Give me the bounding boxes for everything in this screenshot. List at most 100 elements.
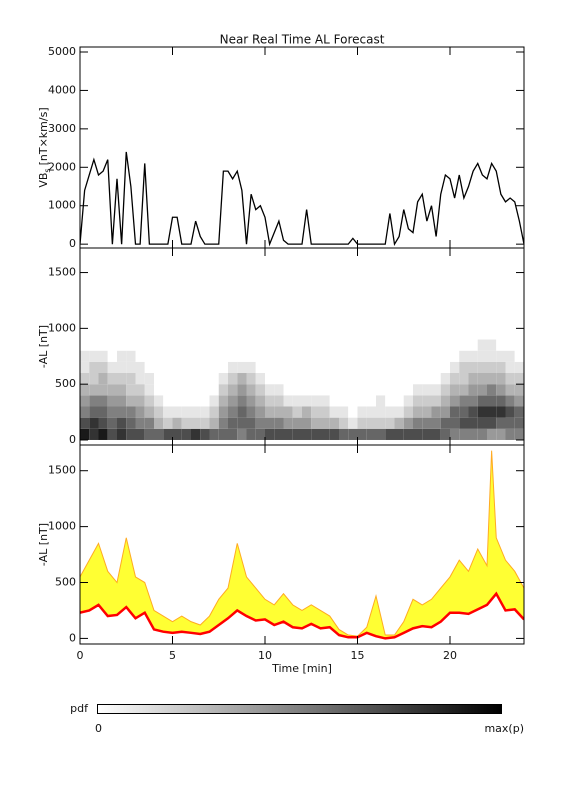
pdf-cell <box>385 406 395 418</box>
pdf-cell <box>172 350 182 362</box>
pdf-cell <box>98 417 108 429</box>
pdf-cell <box>89 428 99 440</box>
pdf-cell <box>431 384 441 396</box>
pdf-cell <box>163 339 173 351</box>
pdf-cell <box>459 417 469 429</box>
y-tick-label: 3000 <box>48 122 76 135</box>
pdf-cell <box>126 395 136 407</box>
pdf-cell <box>265 417 275 429</box>
pdf-cell <box>487 361 497 374</box>
pdf-cell <box>283 373 293 385</box>
pdf-cell <box>255 350 265 362</box>
y-tick-label: 500 <box>55 576 76 589</box>
pdf-cell <box>450 417 460 429</box>
pdf-cell <box>144 406 154 418</box>
pdf-cell <box>117 417 127 429</box>
pdf-cell <box>181 428 191 440</box>
pdf-cell <box>237 428 247 440</box>
pdf-cell <box>339 417 349 429</box>
pdf-cell <box>191 395 201 407</box>
pdf-cell <box>154 361 164 374</box>
panel: 0 500 1000 1500 -AL [nT] <box>37 247 525 446</box>
pdf-cell <box>209 361 219 374</box>
pdf-cell <box>366 373 376 385</box>
pdf-cell <box>302 339 312 351</box>
pdf-cell <box>144 428 154 440</box>
pdf-cell <box>468 361 478 374</box>
pdf-cell <box>80 373 90 385</box>
pdf-cell <box>320 417 330 429</box>
pdf-cell <box>496 361 506 374</box>
pdf-cell <box>413 417 423 429</box>
pdf-cell <box>246 339 256 351</box>
pdf-cell <box>320 350 330 362</box>
pdf-cell <box>302 384 312 396</box>
pdf-cell <box>181 395 191 407</box>
pdf-cell <box>292 417 302 429</box>
pdf-cell <box>283 428 293 440</box>
pdf-cell <box>468 406 478 418</box>
pdf-cell <box>209 406 219 418</box>
pdf-cell <box>366 428 376 440</box>
pdf-cell <box>468 339 478 351</box>
pdf-cell <box>144 350 154 362</box>
pdf-cell <box>431 339 441 351</box>
pdf-cell <box>496 339 506 351</box>
pdf-cell <box>191 361 201 374</box>
pdf-cell <box>246 350 256 362</box>
pdf-cell <box>348 406 358 418</box>
pdf-cell <box>274 350 284 362</box>
pdf-cell <box>218 417 228 429</box>
pdf-cell <box>413 384 423 396</box>
pdf-cell <box>394 373 404 385</box>
pdf-cell <box>403 384 413 396</box>
pdf-cell <box>514 417 524 429</box>
pdf-cell <box>329 406 339 418</box>
pdf-cell <box>468 395 478 407</box>
pdf-cell <box>496 417 506 429</box>
pdf-cell <box>154 350 164 362</box>
pdf-cell <box>440 395 450 407</box>
chart-title: Near Real Time AL Forecast <box>220 33 385 47</box>
pdf-cell <box>126 417 136 429</box>
pdf-cell <box>348 339 358 351</box>
pdf-cell <box>431 428 441 440</box>
y-axis-label: VBs [nT×km/s] <box>37 107 52 187</box>
pdf-cell <box>283 350 293 362</box>
pdf-cell <box>514 395 524 407</box>
pdf-cell <box>376 373 386 385</box>
pdf-cell <box>329 339 339 351</box>
pdf-cell <box>274 384 284 396</box>
pdf-cell <box>89 406 99 418</box>
pdf-cell <box>311 373 321 385</box>
pdf-cell <box>505 428 515 440</box>
pdf-cell <box>339 373 349 385</box>
pdf-cell <box>487 406 497 418</box>
pdf-cell <box>265 384 275 396</box>
pdf-cell <box>265 406 275 418</box>
pdf-cell <box>292 406 302 418</box>
pdf-cell <box>413 406 423 418</box>
pdf-cell <box>191 339 201 351</box>
pdf-cell <box>450 350 460 362</box>
pdf-cell <box>200 384 210 396</box>
colorbar-min: 0 <box>95 722 102 735</box>
pdf-cell <box>200 428 210 440</box>
pdf-cell <box>468 384 478 396</box>
pdf-cell <box>422 373 432 385</box>
pdf-cell <box>228 428 238 440</box>
pdf-cell <box>348 384 358 396</box>
pdf-cell <box>329 373 339 385</box>
pdf-cell <box>98 373 108 385</box>
pdf-cell <box>302 361 312 374</box>
pdf-cell <box>237 395 247 407</box>
pdf-cell <box>376 384 386 396</box>
pdf-cell <box>218 428 228 440</box>
pdf-cell <box>283 395 293 407</box>
pdf-cell <box>144 361 154 374</box>
pdf-cell <box>181 406 191 418</box>
pdf-cell <box>80 361 90 374</box>
pdf-cell <box>311 406 321 418</box>
pdf-cell <box>246 373 256 385</box>
